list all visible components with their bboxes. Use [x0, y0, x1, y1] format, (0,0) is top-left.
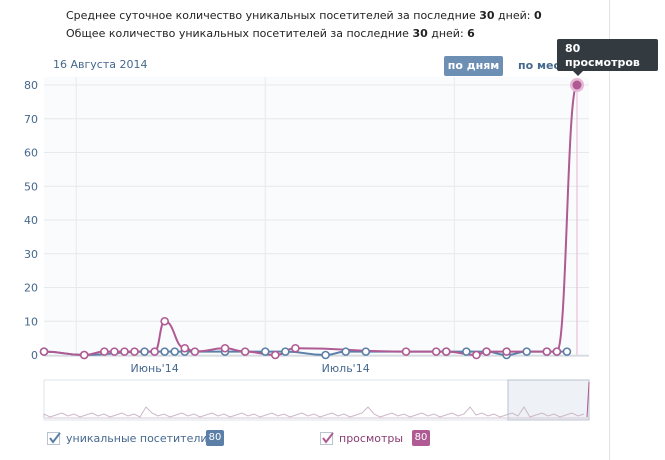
data-point[interactable]	[291, 343, 300, 353]
tooltip-date: 16 Августа 2014	[565, 71, 643, 81]
data-point[interactable]	[401, 347, 411, 356]
unique-visitors-label: уникальные посетители	[66, 431, 208, 445]
check-icon	[322, 431, 334, 444]
by-days-button[interactable]: по дням	[444, 56, 503, 76]
chart-tooltip: 80 просмотров 16 Августа 2014	[557, 39, 658, 81]
data-point[interactable]	[110, 347, 119, 356]
y-tick-label: 70	[24, 113, 38, 126]
legend-views[interactable]: просмотры	[320, 430, 403, 446]
data-point[interactable]	[441, 347, 451, 356]
y-tick-label: 80	[24, 79, 38, 92]
data-point[interactable]	[281, 347, 290, 356]
y-tick-label: 10	[24, 315, 38, 328]
page-divider-line	[609, 0, 610, 460]
views-label: просмотры	[339, 431, 404, 445]
data-point[interactable]	[100, 347, 109, 356]
navigator-strip[interactable]	[43, 379, 590, 421]
x-tick-label: Июнь'14	[131, 362, 179, 375]
total-unique-visitors: Общее количество уникальных посетителей …	[66, 27, 475, 40]
data-point[interactable]	[79, 350, 89, 360]
data-point[interactable]	[341, 347, 350, 356]
data-point[interactable]	[180, 343, 190, 353]
y-tick-label: 0	[31, 349, 38, 362]
check-icon	[49, 431, 61, 444]
y-tick-label: 30	[24, 248, 38, 261]
data-point[interactable]	[130, 347, 139, 356]
visitors-chart[interactable]: 0 10 20 30 40 50 60 70 80 Июнь'14 Июль'14	[0, 70, 610, 425]
data-point[interactable]	[472, 350, 481, 360]
data-point[interactable]	[150, 347, 159, 356]
views-badge: 80	[412, 430, 430, 446]
legend-unique-visitors[interactable]: уникальные посетители	[47, 430, 208, 446]
data-point[interactable]	[160, 316, 169, 326]
selected-date-label: 16 Августа 2014	[53, 58, 148, 71]
data-point[interactable]	[522, 347, 532, 356]
data-point[interactable]	[170, 347, 180, 356]
tooltip-arrow	[573, 71, 583, 76]
unique-visitors-checkbox[interactable]	[47, 431, 61, 445]
data-point[interactable]	[140, 347, 149, 356]
data-point[interactable]	[260, 347, 270, 356]
y-tick-label: 60	[24, 147, 38, 160]
data-point[interactable]	[562, 347, 572, 356]
y-tick-label: 40	[24, 214, 38, 227]
plot-background	[44, 77, 589, 355]
data-point[interactable]	[321, 350, 330, 360]
navigator-selection[interactable]	[507, 379, 590, 421]
y-tick-label: 50	[24, 180, 38, 193]
data-point[interactable]	[462, 347, 471, 356]
data-point-peak[interactable]	[572, 80, 582, 90]
data-point[interactable]	[482, 347, 491, 356]
y-tick-label: 20	[24, 282, 38, 295]
data-point[interactable]	[431, 347, 441, 356]
data-point[interactable]	[220, 343, 230, 353]
data-point[interactable]	[361, 347, 371, 356]
navigator-peak	[586, 381, 590, 418]
data-point[interactable]	[240, 347, 250, 356]
navigator-sparkline	[43, 406, 585, 418]
data-point[interactable]	[542, 347, 552, 356]
tooltip-title: 80 просмотров	[565, 42, 640, 69]
avg-daily-unique-visitors: Среднее суточное количество уникальных п…	[66, 9, 542, 22]
data-point[interactable]	[552, 347, 562, 356]
data-point[interactable]	[502, 347, 511, 356]
data-point[interactable]	[120, 347, 129, 356]
data-point[interactable]	[160, 347, 169, 356]
views-checkbox[interactable]	[320, 431, 334, 445]
unique-visitors-badge: 80	[206, 430, 224, 446]
x-tick-label: Июль'14	[322, 362, 370, 375]
data-point[interactable]	[190, 347, 200, 356]
data-point[interactable]	[271, 350, 280, 360]
data-point[interactable]	[39, 347, 49, 356]
